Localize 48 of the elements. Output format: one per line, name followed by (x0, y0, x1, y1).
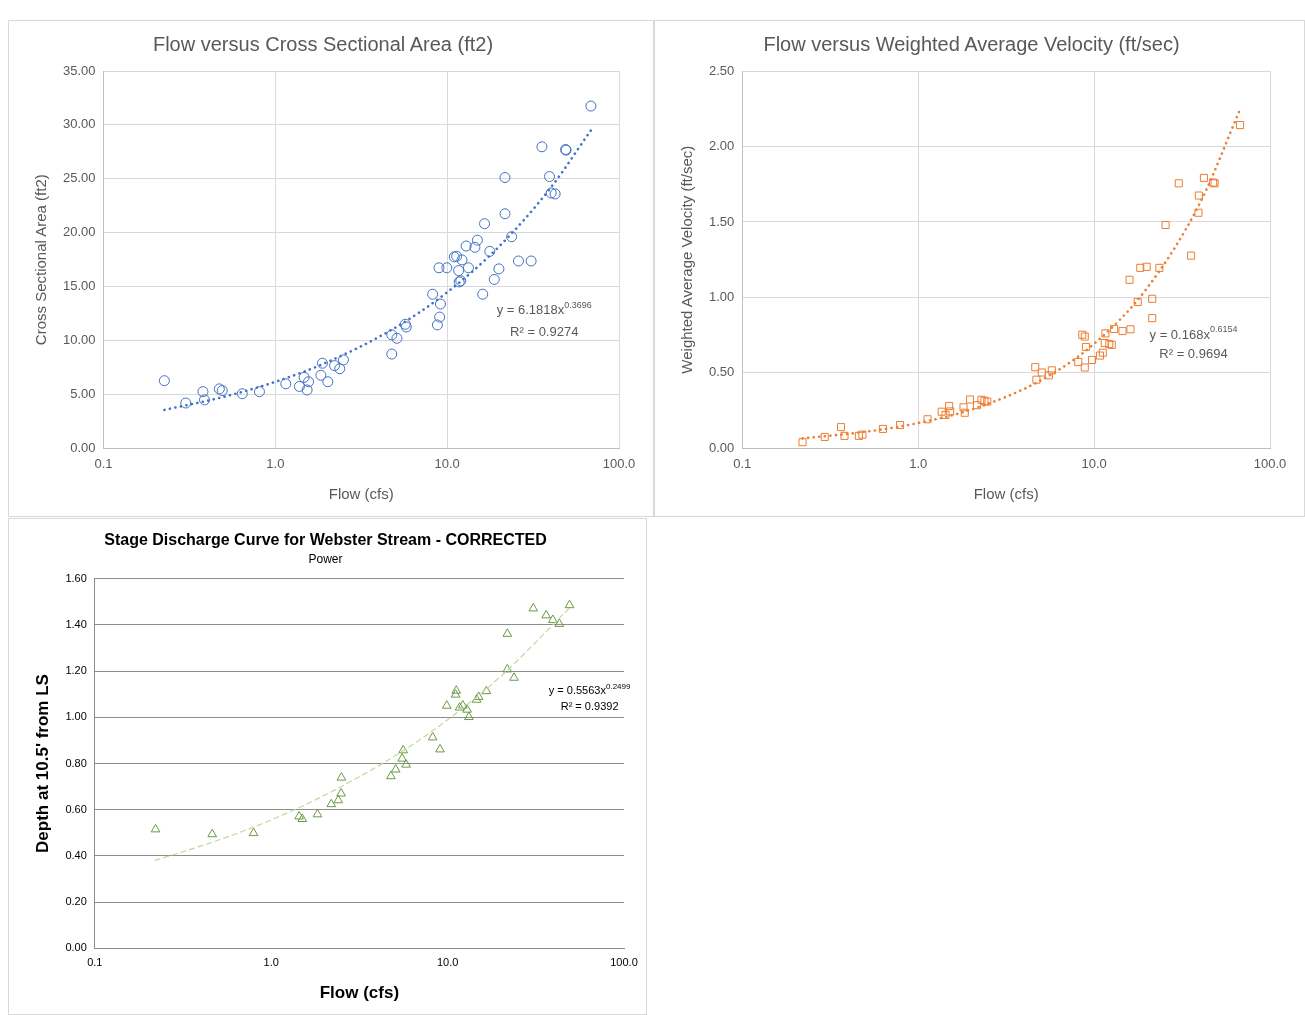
y-tick-label: 10.00 (62, 332, 96, 348)
y-axis-title: Cross Sectional Area (ft2) (32, 174, 50, 346)
chart-title: Stage Discharge Curve for Webster Stream - CORRECTED (104, 531, 547, 549)
x-axis-title: Flow (cfs) (973, 485, 1039, 503)
x-tick-label: 10.0 (436, 956, 459, 969)
annotation: R² = 0.9392 (560, 700, 619, 713)
y-tick-label: 0.60 (65, 802, 87, 815)
y-tick-label: 2.00 (708, 138, 735, 154)
y-tick-label: 0.20 (65, 895, 87, 908)
y-tick-label: 25.00 (62, 170, 96, 186)
x-tick-label: 0.1 (94, 455, 113, 471)
x-tick-label: 100.0 (1253, 455, 1287, 471)
y-tick-label: 1.20 (65, 664, 87, 677)
y-tick-label: 1.40 (65, 617, 87, 630)
annotation: R² = 0.9274 (510, 324, 579, 340)
y-tick-label: 2.50 (708, 62, 735, 78)
y-tick-label: 15.00 (62, 278, 96, 294)
y-tick-label: 1.50 (708, 213, 735, 229)
x-tick-label: 0.1 (87, 956, 103, 969)
chart-title: Flow versus Weighted Average Velocity (ft/sec) (763, 32, 1180, 55)
y-tick-label: 0.00 (708, 439, 735, 455)
y-tick-label: 1.00 (708, 289, 735, 305)
y-tick-label: 1.60 (65, 571, 87, 584)
y-tick-label: 5.00 (70, 386, 96, 402)
annotation: R² = 0.9694 (1159, 345, 1228, 361)
y-tick-label: 0.40 (65, 848, 87, 861)
y-axis-title: Depth at 10.5' from LS (32, 674, 52, 853)
x-tick-label: 100.0 (602, 455, 636, 471)
x-tick-label: 1.0 (909, 455, 928, 471)
y-tick-label: 0.50 (708, 364, 735, 380)
x-tick-label: 1.0 (266, 455, 285, 471)
x-tick-label: 10.0 (1081, 455, 1107, 471)
y-tick-label: 30.00 (62, 116, 96, 132)
chart-subtitle: Power (308, 551, 343, 566)
x-tick-label: 10.0 (434, 455, 460, 471)
y-tick-label: 1.00 (65, 710, 87, 723)
y-tick-label: 35.00 (62, 62, 96, 78)
x-tick-label: 1.0 (263, 956, 279, 969)
x-axis-title: Flow (cfs) (319, 983, 400, 1003)
x-axis-title: Flow (cfs) (328, 485, 394, 503)
x-tick-label: 0.1 (733, 455, 752, 471)
y-tick-label: 0.80 (65, 756, 87, 769)
x-tick-label: 100.0 (610, 956, 638, 969)
y-tick-label: 20.00 (62, 224, 96, 240)
chart-title: Flow versus Cross Sectional Area (ft2) (152, 32, 494, 55)
y-tick-label: 0.00 (70, 439, 96, 455)
y-tick-label: 0.00 (65, 941, 87, 954)
y-axis-title: Weighted Average Velocity (ft/sec) (678, 145, 696, 374)
